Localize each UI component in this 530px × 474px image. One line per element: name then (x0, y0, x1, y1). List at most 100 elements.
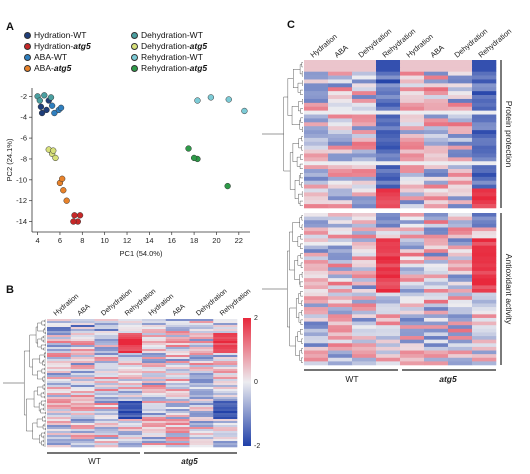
heatmap-cell (400, 149, 425, 154)
heatmap-cell (328, 350, 353, 355)
heatmap-cell (189, 343, 214, 346)
dendrogram-branch (297, 255, 302, 266)
heatmap-cell (352, 106, 377, 111)
heatmap-cell (424, 83, 449, 88)
heatmap-cell (400, 161, 425, 166)
heatmap-cell (165, 325, 190, 328)
heatmap-cell (213, 353, 238, 356)
heatmap-cell (448, 332, 473, 337)
heatmap-cell (70, 335, 95, 338)
heatmap-cell (400, 172, 425, 178)
heatmap-cell (304, 216, 329, 221)
heatmap-cell (189, 437, 214, 440)
heatmap-cell (47, 361, 72, 364)
heatmap-cell (304, 176, 329, 182)
heatmap-cell (304, 249, 329, 254)
group-label-wt: WT (88, 457, 101, 466)
heatmap-cell (118, 347, 143, 350)
dendrogram-branch (43, 339, 46, 343)
heatmap-cell (376, 180, 401, 185)
heatmap-cell (448, 114, 473, 119)
heatmap-cell (448, 270, 473, 275)
heatmap-cell (400, 343, 425, 348)
heatmap-cell (328, 339, 353, 344)
heatmap-cell (118, 349, 143, 352)
heatmap-cell (352, 141, 377, 146)
heatmap-cell (352, 350, 377, 355)
heatmap-cell (448, 67, 473, 72)
heatmap-cell (400, 339, 425, 344)
heatmap-cell (328, 303, 353, 308)
heatmap-cell (142, 433, 167, 436)
heatmap-cell (352, 71, 377, 76)
heatmap-cell (94, 351, 119, 354)
heatmap-cell (472, 75, 497, 80)
heatmap-cell (328, 180, 353, 185)
heatmap-cell (189, 371, 214, 374)
heatmap-cell (472, 289, 497, 293)
heatmap-cell (304, 346, 329, 351)
heatmap-cell (304, 110, 329, 115)
heatmap-cell (424, 63, 449, 69)
heatmap-cell (352, 303, 377, 308)
legend-item: Rehydration-WT (131, 52, 203, 62)
heatmap-cell (189, 433, 214, 436)
heatmap-cell (213, 369, 238, 372)
dendrogram-branch (300, 243, 303, 249)
heatmap-cell (472, 157, 497, 162)
heatmap-cell (448, 145, 473, 150)
heatmap-cell (448, 134, 473, 139)
heatmap-cell (47, 339, 72, 342)
heatmap-cell (70, 439, 95, 442)
heatmap-cell (376, 79, 401, 84)
heatmap-cell (142, 323, 167, 326)
heatmap-cell (424, 220, 449, 225)
heatmap-cell (472, 303, 497, 308)
heatmap-cell (142, 371, 167, 374)
heatmap-cell (189, 339, 214, 342)
heatmap-cell (142, 361, 167, 364)
heatmap-cell (213, 337, 238, 340)
dendrogram-branch (297, 331, 302, 342)
legend-label: Hydration-WT (34, 30, 87, 40)
heatmap-cell (472, 361, 497, 366)
dendrogram-branch (43, 391, 46, 395)
heatmap-cell (448, 122, 473, 127)
heatmap-cell (189, 337, 214, 340)
heatmap-cell (304, 307, 329, 312)
heatmap-cell (304, 252, 329, 257)
heatmap-cell (472, 241, 497, 246)
heatmap-cell (189, 431, 214, 434)
heatmap-cell (448, 157, 473, 162)
heatmap-cell (376, 223, 401, 228)
heatmap-cell (189, 365, 214, 368)
heatmap-cell (304, 165, 329, 170)
dendrogram-branch (43, 359, 46, 363)
heatmap-cell (400, 249, 425, 254)
heatmap-cell (352, 95, 377, 100)
heatmap-cell (328, 307, 353, 312)
heatmap-cell (118, 355, 143, 358)
heatmap-cell (118, 375, 143, 378)
dendrogram-branch (300, 108, 303, 114)
heatmap-cell (304, 83, 329, 88)
legend-label: Rehydration-atg5 (141, 63, 208, 73)
dendrogram-branch (300, 329, 303, 335)
heatmap-cell (376, 241, 401, 246)
heatmap-cell (47, 409, 72, 412)
heatmap-cell (328, 357, 353, 362)
dendrogram-branch (299, 217, 302, 228)
heatmap-cell (424, 91, 449, 96)
heatmap-cell (424, 204, 449, 209)
heatmap-cell (424, 79, 449, 84)
heatmap-cell (118, 399, 143, 402)
heatmap-cell (424, 332, 449, 337)
heatmap-cell (400, 165, 425, 170)
heatmap-cell (304, 98, 329, 104)
heatmap-cell (70, 323, 95, 326)
heatmap-cell (94, 411, 119, 414)
heatmap-cell (352, 165, 377, 170)
dendrogram-branch (41, 440, 44, 446)
heatmap-cell (328, 256, 353, 261)
heatmap-cell (400, 278, 425, 283)
